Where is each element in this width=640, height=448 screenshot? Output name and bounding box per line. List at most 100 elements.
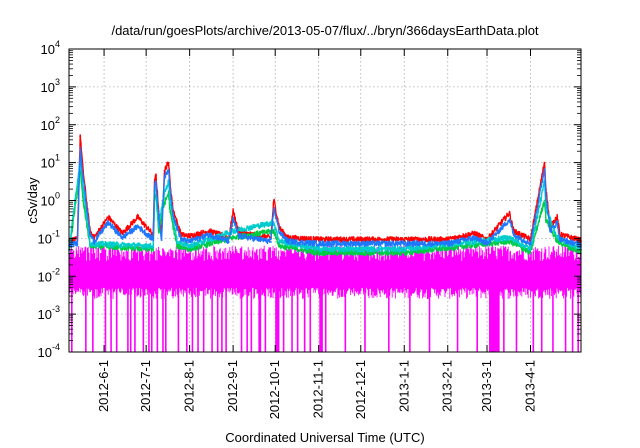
data-point (136, 216, 139, 219)
x-axis-label: Coordinated Universal Time (UTC) (225, 430, 424, 445)
data-point (317, 252, 320, 255)
data-point (556, 241, 559, 243)
data-point (473, 237, 476, 240)
data-point (93, 241, 96, 243)
data-point (163, 176, 166, 179)
y-tick-label-base: 10 (41, 194, 55, 209)
data-point (232, 211, 235, 213)
data-point (188, 241, 191, 243)
data-point (272, 199, 275, 202)
chart-title: /data/run/goesPlots/archive/2013-05-07/f… (111, 23, 538, 38)
data-point (545, 194, 547, 196)
y-tick-label-base: 10 (38, 345, 52, 360)
x-tick-label: 2013-1-1 (396, 360, 411, 412)
data-point (228, 241, 230, 243)
series-dropout-range (489, 287, 500, 352)
data-point (169, 211, 171, 213)
series-dropout-range (275, 287, 280, 352)
data-point (549, 230, 552, 233)
data-point (556, 222, 559, 225)
x-tick-label: 2012-10-1 (267, 360, 282, 419)
data-point (446, 243, 449, 246)
data-point (155, 174, 157, 177)
data-point (512, 234, 515, 237)
y-tick-label-base: 10 (38, 307, 52, 322)
data-point (272, 230, 275, 233)
data-point (403, 248, 406, 251)
data-point (79, 146, 82, 149)
y-tick-label-base: 10 (38, 269, 52, 284)
data-point (317, 248, 320, 251)
data-point (278, 241, 281, 243)
y-axis-label: cSv/day (25, 177, 40, 224)
y-tick-label: 101 (41, 153, 60, 171)
data-point (403, 252, 406, 255)
data-point (317, 243, 320, 246)
x-tick-label: 2012-8-1 (182, 360, 197, 412)
data-point (82, 199, 84, 202)
series-group (68, 146, 582, 248)
data-point (270, 241, 272, 243)
data-point (153, 186, 156, 189)
data-point (82, 176, 84, 179)
y-tick-label-exponent: -1 (52, 228, 60, 238)
series-dropout-range (320, 287, 323, 352)
data-point (157, 230, 160, 233)
y-tick-label-base: 10 (41, 156, 55, 171)
y-tick-label-exponent: 0 (55, 191, 60, 201)
data-point (559, 239, 561, 242)
data-point (208, 234, 211, 237)
series-line (68, 148, 582, 248)
y-tick-label: 104 (41, 39, 60, 57)
data-point (176, 245, 178, 248)
x-tick-label: 2013-3-1 (479, 360, 494, 412)
series-group (68, 245, 581, 352)
data-point (237, 235, 240, 238)
data-point (76, 243, 79, 246)
data-point (529, 252, 532, 255)
y-tick-label-exponent: -4 (52, 342, 60, 352)
y-tick-label-base: 10 (41, 118, 55, 133)
y-tick-label: 10-3 (38, 304, 60, 322)
data-point (82, 188, 84, 190)
data-point (403, 243, 406, 246)
data-point (157, 226, 160, 228)
data-point (163, 170, 166, 172)
data-point (136, 226, 139, 228)
data-point (278, 245, 281, 248)
data-point (176, 227, 178, 230)
data-series (68, 134, 582, 352)
x-tick-label: 2013-2-1 (440, 360, 455, 412)
data-point (188, 248, 191, 251)
data-point (508, 237, 511, 240)
y-tick-label: 102 (41, 115, 60, 133)
data-point (107, 216, 110, 219)
data-point (121, 233, 124, 235)
data-point (107, 222, 110, 225)
data-point (167, 168, 170, 171)
y-tick-label-base: 10 (41, 42, 55, 57)
y-tick-label-exponent: 1 (55, 153, 60, 163)
data-point (508, 241, 511, 243)
y-tick-label-exponent: -3 (52, 304, 60, 314)
data-point (169, 188, 171, 190)
y-tick-label: 10-4 (38, 342, 60, 360)
data-point (486, 243, 488, 246)
data-point (176, 241, 178, 243)
data-point (208, 230, 211, 233)
data-point (403, 239, 406, 242)
data-point (155, 180, 157, 183)
data-point (163, 203, 166, 206)
data-point (556, 237, 559, 240)
y-tick-label-exponent: 2 (55, 115, 60, 125)
data-point (543, 168, 546, 171)
data-point (171, 212, 174, 215)
data-point (188, 245, 191, 248)
data-point (545, 219, 547, 222)
data-point (278, 231, 281, 234)
data-point (543, 161, 546, 164)
data-point (152, 248, 155, 251)
series-dropout-range (258, 287, 262, 352)
x-tick-label: 2012-11-1 (311, 360, 326, 418)
